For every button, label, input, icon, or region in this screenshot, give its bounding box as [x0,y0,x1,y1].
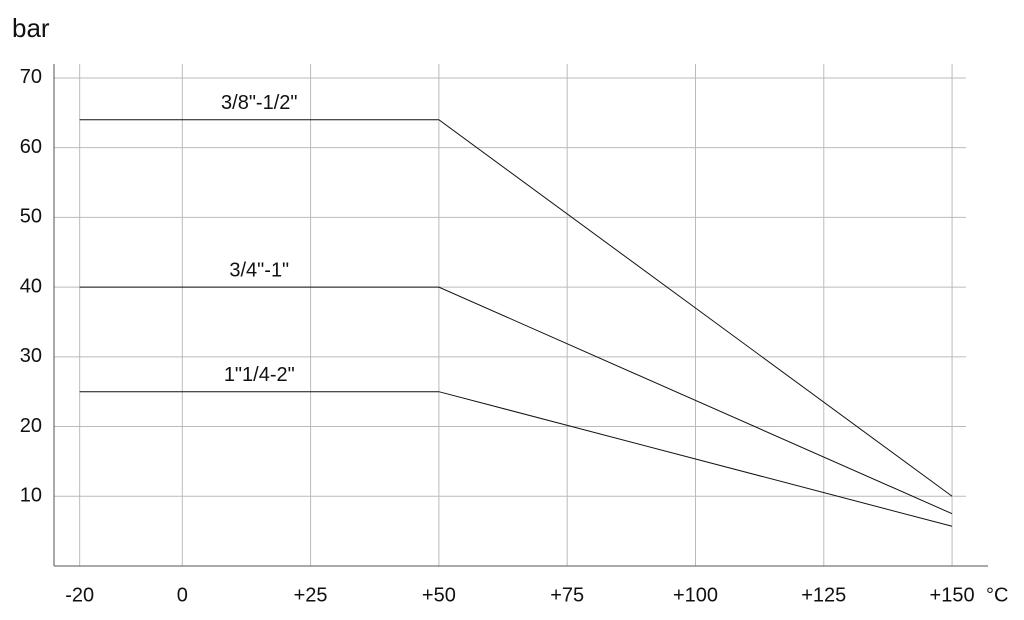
x-tick-label: +125 [801,584,846,606]
x-tick-label: +75 [550,584,584,606]
y-tick-label: 30 [20,345,42,367]
x-tick-label: -20 [65,584,94,606]
x-tick-label: 0 [177,584,188,606]
y-tick-label: 60 [20,136,42,158]
series-label: 1"1/4-2" [224,364,295,386]
y-tick-label: 40 [20,275,42,297]
x-tick-label: +25 [294,584,328,606]
y-tick-label: 10 [20,485,42,507]
y-tick-label: 50 [20,206,42,228]
series-label: 3/8"-1/2" [221,92,297,114]
x-tick-label: +50 [422,584,456,606]
y-axis-label: bar [12,13,50,43]
y-tick-label: 20 [20,415,42,437]
series-line [79,391,953,527]
x-axis-label: °C [986,584,1008,606]
x-tick-label: +150 [930,584,975,606]
series-line [79,119,953,497]
series-label: 3/4"-1" [229,259,289,281]
x-tick-label: +100 [673,584,718,606]
series-line [79,286,953,515]
y-tick-label: 70 [20,66,42,88]
